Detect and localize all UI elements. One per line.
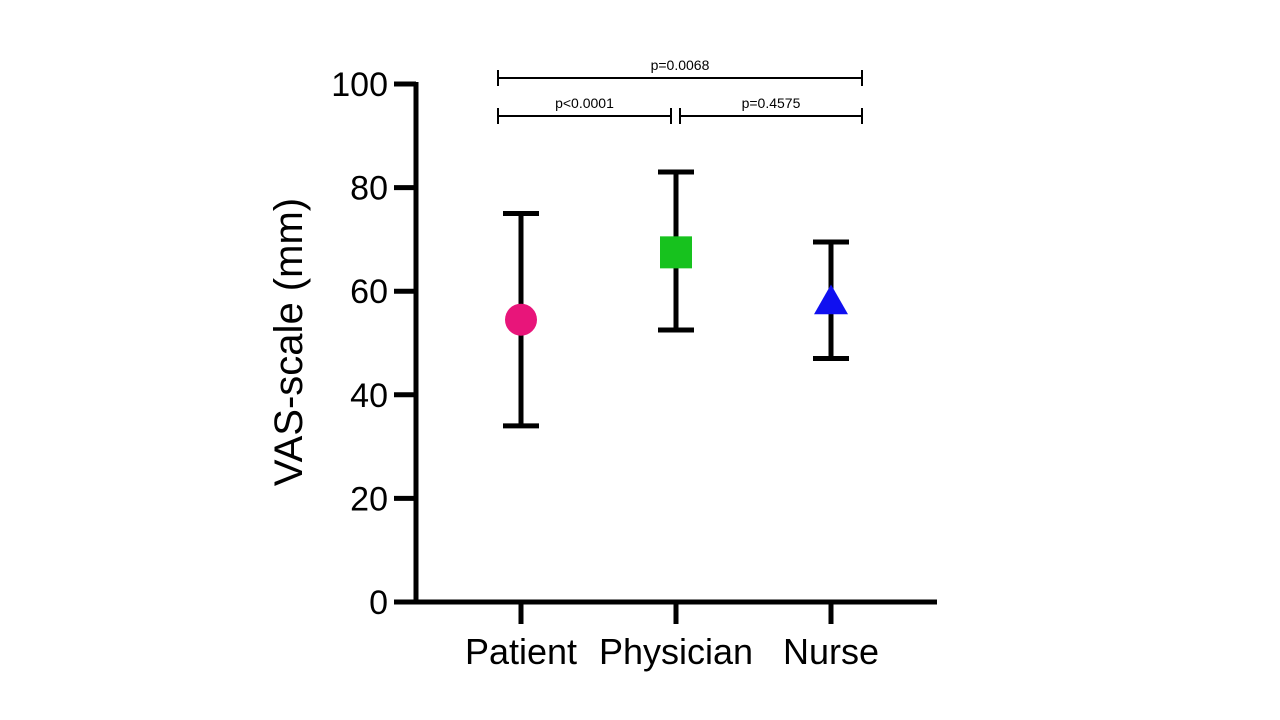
x-tick-label-physician: Physician [599, 631, 753, 672]
x-tick-label-patient: Patient [465, 631, 577, 672]
y-tick-label: 20 [350, 480, 388, 518]
p-value-label: p=0.0068 [651, 57, 710, 73]
error-bars [503, 169, 849, 429]
x-ticks: Patient Physician Nurse [465, 602, 879, 672]
y-tick-label: 100 [331, 66, 388, 104]
point-patient [505, 303, 537, 336]
data-points [505, 236, 848, 336]
y-tick-label: 40 [350, 377, 388, 415]
y-axis-title: VAS-scale (mm) [267, 198, 311, 486]
p-value-label: p<0.0001 [555, 95, 614, 111]
point-nurse [814, 284, 848, 315]
comparison-brackets: p=0.0068 p<0.0001 p=0.4575 [497, 57, 863, 124]
y-ticks: 0 20 40 60 80 100 [331, 66, 416, 622]
y-tick-label: 60 [350, 273, 388, 311]
x-tick-label-nurse: Nurse [783, 631, 879, 672]
p-value-label: p=0.4575 [742, 95, 801, 111]
y-tick-label: 0 [369, 584, 388, 622]
point-physician [660, 236, 692, 269]
axes [413, 82, 937, 605]
y-tick-label: 80 [350, 170, 388, 208]
